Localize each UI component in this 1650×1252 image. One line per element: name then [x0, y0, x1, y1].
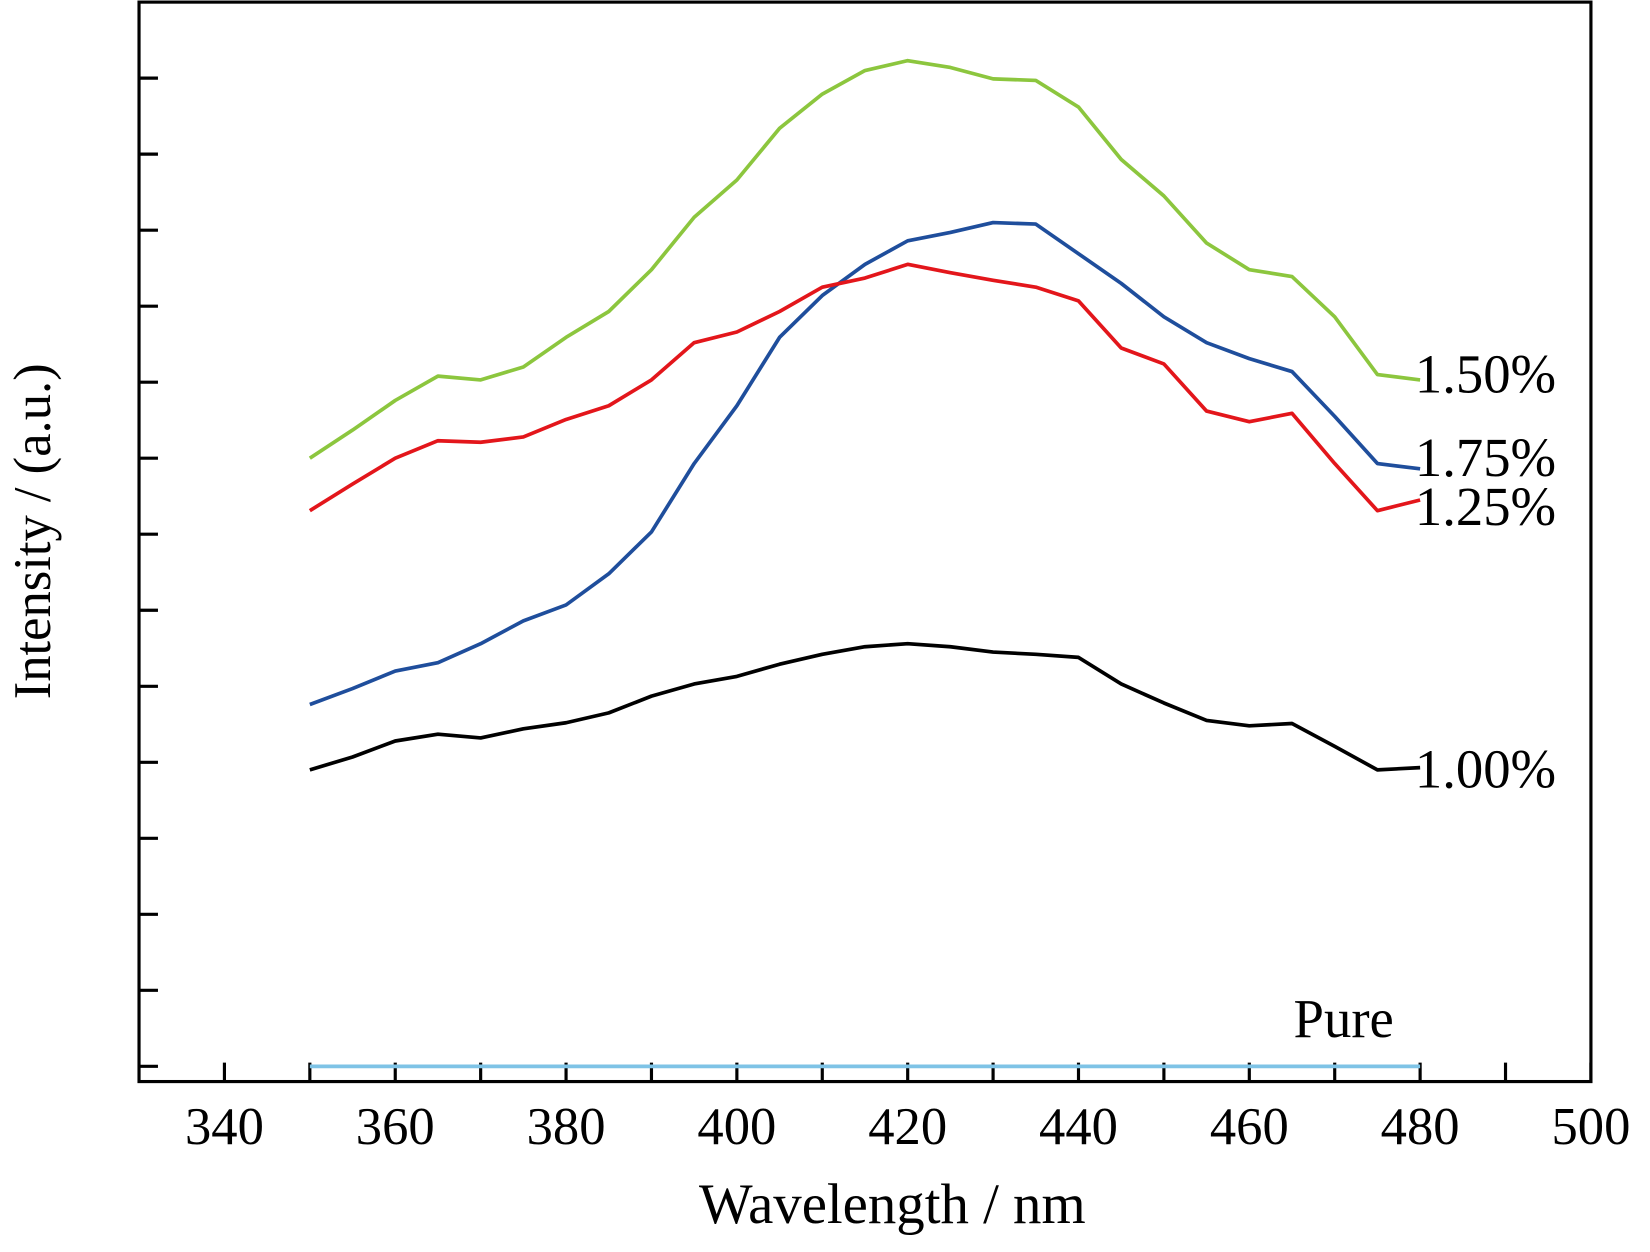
x-tick-label: 380	[527, 1098, 606, 1156]
series-label: 1.25%	[1415, 476, 1556, 537]
series-line	[308, 262, 1421, 513]
x-tick-label: 480	[1381, 1098, 1460, 1156]
series-line	[308, 58, 1421, 460]
series-label: 1.50%	[1415, 343, 1556, 404]
x-axis-title: Wavelength / nm	[699, 1173, 1086, 1236]
x-tick-label: 500	[1551, 1098, 1630, 1156]
series-line	[309, 641, 1421, 772]
series-line	[309, 220, 1421, 707]
series-label: Pure	[1294, 988, 1394, 1049]
series-label: 1.00%	[1415, 739, 1556, 800]
y-axis-title: Intensity / (a.u.)	[4, 363, 62, 699]
x-tick-label: 360	[356, 1098, 435, 1156]
x-tick-label: 420	[868, 1098, 947, 1156]
series-label: 1.75%	[1415, 427, 1556, 488]
x-tick-label: 440	[1039, 1098, 1118, 1156]
x-tick-label: 460	[1210, 1098, 1289, 1156]
x-tick-label: 340	[185, 1098, 264, 1156]
plot-frame	[137, 0, 1593, 1084]
x-tick-label: 400	[697, 1098, 776, 1156]
